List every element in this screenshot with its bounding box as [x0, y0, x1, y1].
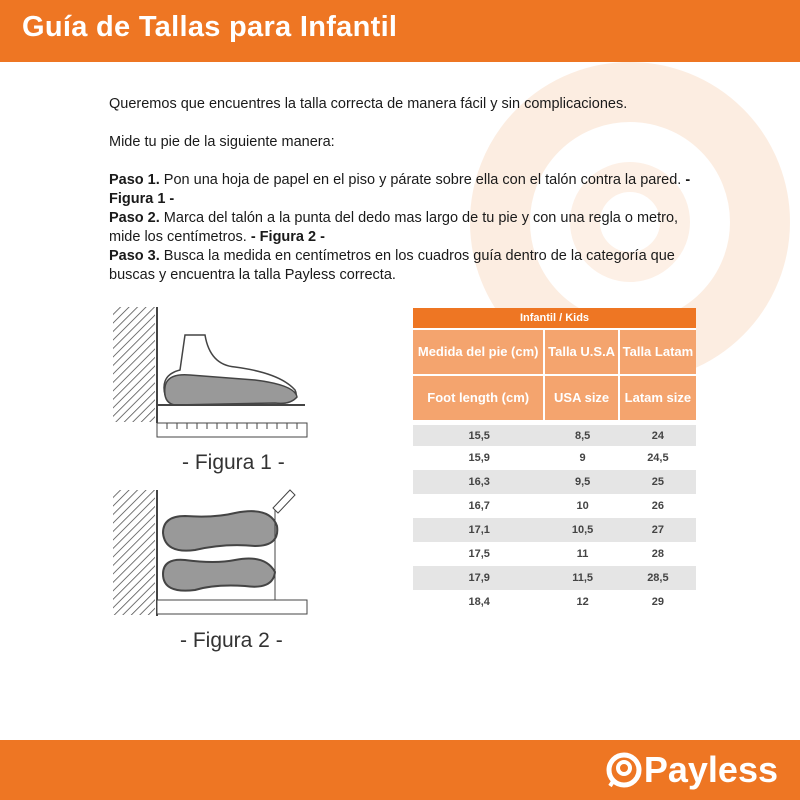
- table-row: 17,9 11,5 28,5: [413, 566, 696, 590]
- table-cell: 17,1: [413, 518, 546, 542]
- size-chart-table: Infantil / Kids Medida del pie (cm) Tall…: [413, 308, 696, 614]
- table-cell: 16,3: [413, 470, 546, 494]
- table-row: 16,3 9,5 25: [413, 470, 696, 494]
- step-2: Paso 2. Marca del talón a la punta del d…: [109, 209, 709, 247]
- intro-text: Queremos que encuentres la talla correct…: [109, 96, 628, 112]
- step-label: Paso 3.: [109, 248, 160, 264]
- header-latam-size: Latam size: [619, 376, 696, 422]
- table-cell: 29: [651, 596, 665, 608]
- header-bar: Guía de Tallas para Infantil: [0, 0, 800, 62]
- payless-logo: Payless: [604, 749, 778, 791]
- step-text: Pon una hoja de papel en el piso y párat…: [159, 172, 686, 188]
- figure-1-illustration: [113, 307, 308, 438]
- table-title: Infantil / Kids: [413, 308, 696, 330]
- step-label: Paso 2.: [109, 210, 160, 226]
- table-cell: 8,5: [545, 422, 620, 446]
- table-cell: 11,5: [545, 566, 620, 590]
- header-usa-size: USA size: [545, 376, 620, 422]
- measure-text: Mide tu pie de la siguiente manera:: [109, 134, 335, 150]
- figure-2-caption: - Figura 2 -: [180, 629, 283, 652]
- step-label: Paso 1.: [109, 172, 160, 188]
- figure-1-caption: - Figura 1 -: [182, 451, 285, 474]
- table-cell: 16,7: [468, 500, 490, 512]
- step-3: Paso 3. Busca la medida en centímetros e…: [109, 247, 709, 285]
- table-row: 18,4 12 29: [413, 590, 696, 614]
- table-cell: 25: [619, 470, 696, 494]
- table-cell: 15,9: [468, 452, 490, 464]
- table-cell: 28: [651, 548, 665, 560]
- table-cell: 9: [579, 452, 586, 464]
- table-cell: 26: [651, 500, 665, 512]
- table-cell: 10: [576, 500, 589, 512]
- table-cell: 15,5: [413, 422, 546, 446]
- table-cell: 11: [576, 548, 589, 560]
- table-row: 15,9 9 24,5: [413, 446, 696, 470]
- table-cell: 18,4: [468, 596, 490, 608]
- brand-name: Payless: [643, 749, 778, 790]
- footer-bar: Payless: [0, 740, 800, 800]
- table-row: 15,5 8,5 24: [413, 422, 696, 446]
- step-text: Busca la medida en centímetros en los cu…: [109, 248, 675, 283]
- step-text: Marca del talón a la punta del dedo mas …: [109, 210, 679, 245]
- header-medida: Medida del pie (cm): [413, 330, 546, 376]
- step-1: Paso 1. Pon una hoja de papel en el piso…: [109, 171, 709, 209]
- table-cell: 24,5: [647, 452, 669, 464]
- table-cell: 9,5: [545, 470, 620, 494]
- instructions: Queremos que encuentres la talla correct…: [109, 95, 709, 285]
- header-talla-latam: Talla Latam: [619, 330, 696, 376]
- page-title: Guía de Tallas para Infantil: [22, 11, 398, 43]
- table-cell: 10,5: [545, 518, 620, 542]
- payless-logo-icon: [606, 752, 642, 788]
- table-cell: 17,5: [468, 548, 490, 560]
- step-figure-ref: - Figura 1 -: [109, 172, 691, 207]
- table-cell: 27: [619, 518, 696, 542]
- header-talla-usa: Talla U.S.A: [545, 330, 620, 376]
- table-row: 16,7 10 26: [413, 494, 696, 518]
- table-row: 17,5 11 28: [413, 542, 696, 566]
- table-cell: 24: [619, 422, 696, 446]
- table-row: 17,1 10,5 27: [413, 518, 696, 542]
- figure-2-illustration: [113, 489, 308, 616]
- table-cell: 12: [576, 596, 589, 608]
- step-figure-ref: - Figura 2 -: [250, 229, 325, 245]
- table-cell: 28,5: [619, 566, 696, 590]
- header-foot-length: Foot length (cm): [413, 376, 546, 422]
- table-cell: 17,9: [413, 566, 546, 590]
